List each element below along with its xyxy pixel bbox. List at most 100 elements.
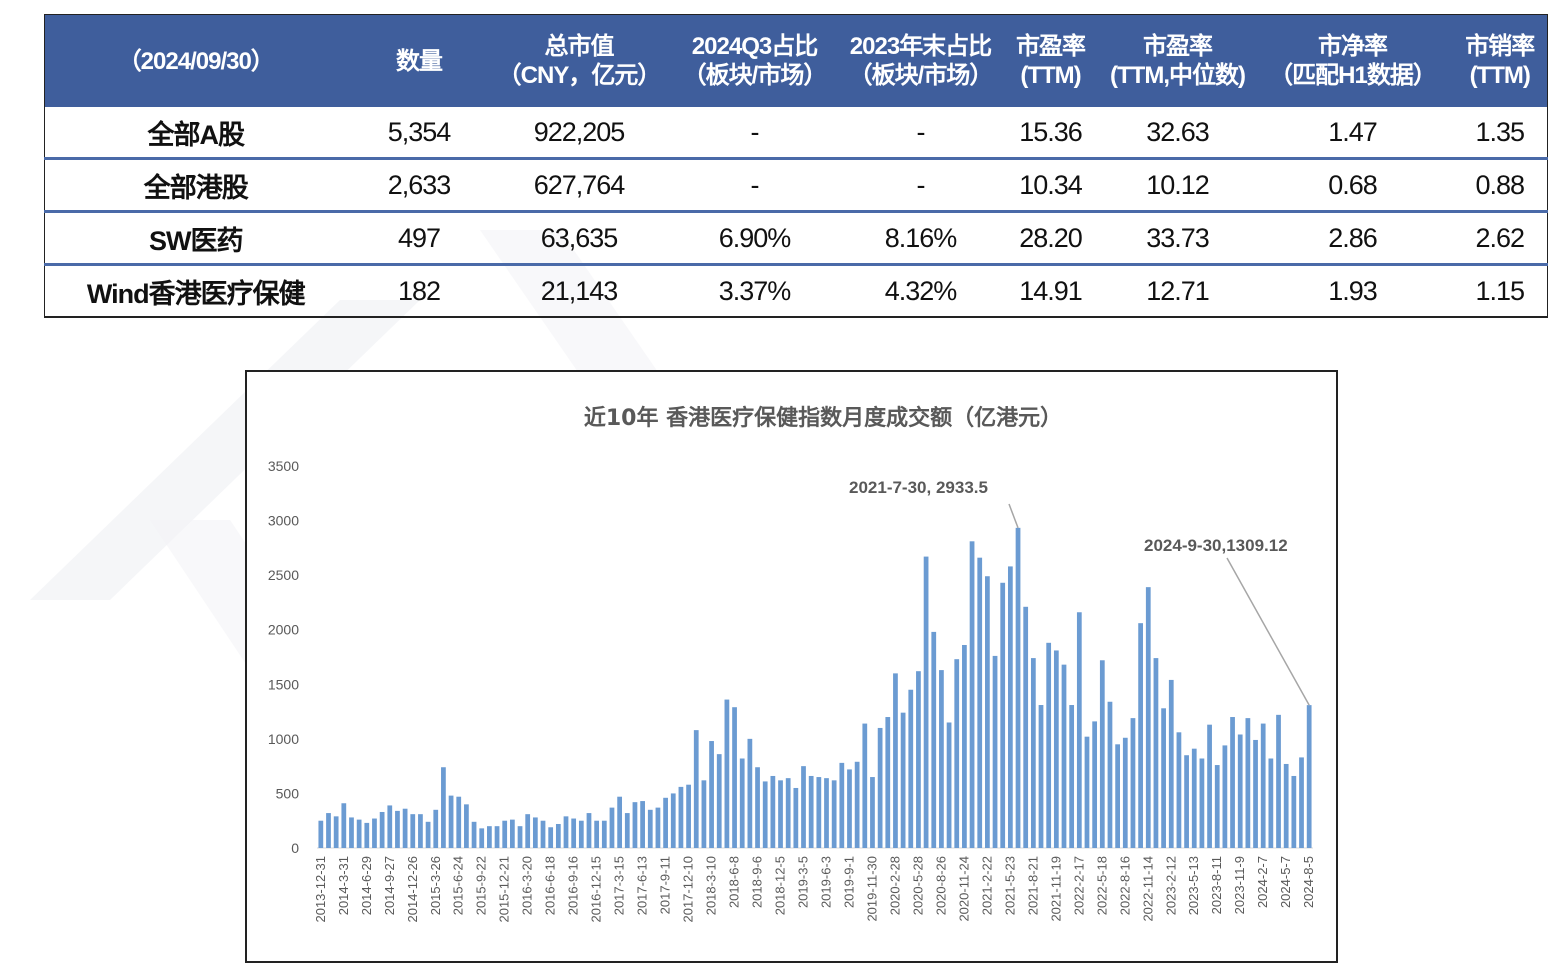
bar [908,689,914,848]
table-cell: 63,635 [491,211,667,266]
bar [494,826,500,848]
y-tick-label: 1500 [268,676,299,692]
bar [847,769,852,848]
column-header: 市净率 （匹配H1数据） [1252,14,1453,107]
column-header-line: （板块/市场） [682,62,828,89]
bar [502,820,508,848]
y-tick-label: 1000 [268,731,299,747]
table-cell: 0.68 [1252,158,1453,213]
bar [540,820,546,848]
bar [640,801,645,848]
chart-panel: 近10年 香港医疗保健指数月度成交额（亿港元） 0 500 1000 1500 2000 2… [245,370,1338,963]
bar [1168,679,1174,848]
x-tick-label: 2021-11-19 [1048,856,1063,922]
chart-title: 近10年 香港医疗保健指数月度成交额（亿港元） [584,405,1062,431]
bar [1260,723,1266,848]
table-cell: 497 [346,211,492,266]
bar [716,754,722,848]
x-tick-label: 2020-11-24 [956,856,971,922]
x-tick-label: 2020-8-26 [933,856,948,915]
x-tick-label: 2022-8-16 [1117,856,1132,915]
bar [433,809,439,848]
bar [601,820,607,848]
column-header-line: 总市值 [544,33,615,60]
table-cell: - [842,107,999,160]
bar [1023,606,1029,848]
x-tick-label: 2024-5-7 [1278,856,1293,908]
bar [1276,714,1281,848]
x-tick-label: 2018-9-6 [750,856,765,908]
bar [1092,721,1098,848]
column-header-line: 市净率 [1318,33,1388,60]
x-tick-label: 2014-9-27 [382,856,397,915]
x-tick-label: 2015-3-26 [428,856,443,915]
x-tick-label: 2018-12-5 [773,856,788,915]
x-tick-label: 2023-8-11 [1209,856,1224,914]
column-header: 2024Q3占比 （板块/市场） [666,14,843,107]
table-cell: 922,205 [491,107,667,160]
column-header-line: （CNY，亿元） [497,62,662,89]
bar [372,818,377,848]
x-tick-label: 2022-11-14 [1140,856,1155,922]
table-cell: 2,633 [346,158,492,213]
x-tick-label: 2021-2-22 [979,856,994,915]
bar [801,766,806,848]
bar [678,786,684,848]
y-tick-label: 500 [276,785,300,801]
y-tick-label: 3500 [268,458,299,474]
bar [1084,736,1090,848]
bar [969,541,975,848]
bar [831,780,837,848]
x-tick-label: 2013-12-31 [313,856,328,923]
y-tick-label: 0 [291,840,299,856]
bar [1015,527,1021,848]
table-cell: 28.20 [998,211,1103,266]
x-tick-label: 2016-9-16 [566,856,581,915]
bar [755,767,760,848]
bar [1076,612,1082,848]
x-tick-label: 2017-3-15 [612,856,627,915]
bar [1153,658,1159,848]
x-tick-label: 2022-2-17 [1071,856,1086,915]
x-tick-label: 2018-3-10 [704,856,719,915]
bar [701,780,707,848]
bar [1061,664,1067,848]
bar [333,816,339,848]
bar [571,818,577,848]
table-cell: - [666,107,843,160]
bar [1191,748,1197,848]
bar [785,778,791,848]
bar [1007,566,1013,848]
bar [900,712,906,848]
x-tick-label: 2015-6-24 [451,856,466,915]
x-tick-label: 2014-12-26 [405,856,420,923]
y-tick-label: 2500 [268,567,299,583]
bar [1099,660,1105,848]
bar [318,820,324,848]
column-header-line: 2023年末占比 [849,33,992,60]
table-cell: 8.16% [842,211,999,266]
bar [778,780,783,848]
table-row: SW医药 497 63,635 6.90% 8.16% 28.20 33.73 2.86 2.6… [44,211,1548,266]
column-header: 市盈率 (TTM) [998,14,1103,107]
table-row: Wind香港医疗保健 182 21,143 3.37% 4.32% 14.91 12.71 1… [44,264,1548,318]
bar [1268,758,1274,848]
bar [1184,755,1189,848]
bar [693,730,699,848]
table-cell: 0.88 [1452,158,1548,213]
bar [862,723,868,848]
x-tick-label: 2023-5-13 [1186,856,1201,915]
table-row: 全部港股 2,633 627,764- -10.34 10.12 0.68 0.88 [44,158,1548,213]
bar [1000,582,1006,848]
bar [1176,732,1182,848]
bar [1291,775,1297,848]
row-name-cell: SW医药 [44,211,347,266]
x-tick-label: 2019-11-30 [864,856,879,922]
bar [586,813,592,848]
table-cell: 1.47 [1252,107,1453,160]
table-header-row: （2024/09/30） 数量 总市值 （CNY，亿元） 2024Q3占比 （板块/市场）… [44,14,1548,107]
bar [594,820,600,848]
bar [893,673,898,848]
table-cell: 32.63 [1102,107,1253,160]
bar [548,827,554,848]
